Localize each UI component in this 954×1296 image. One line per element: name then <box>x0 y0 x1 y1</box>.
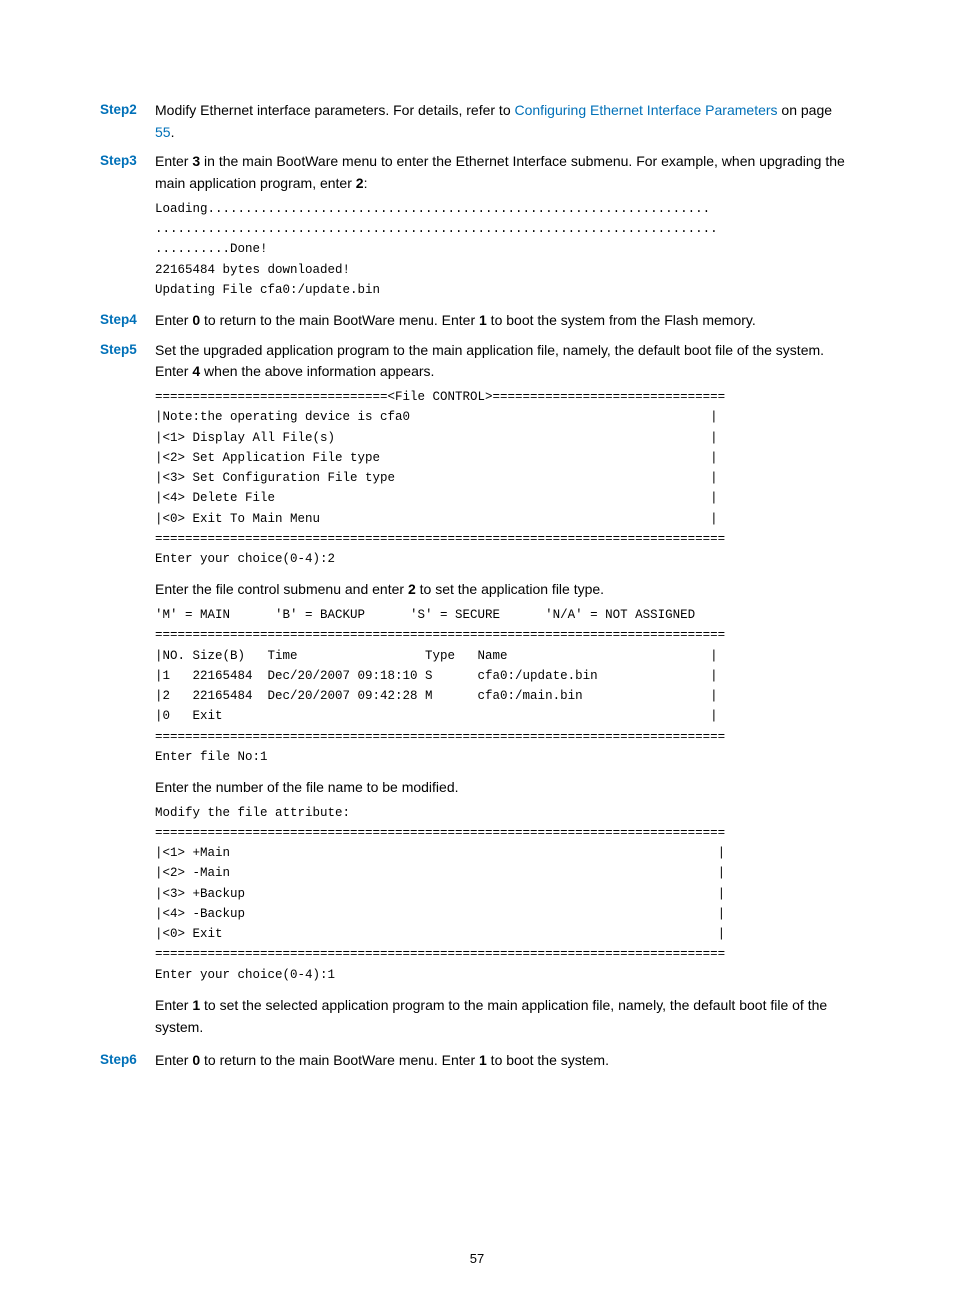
step6-t3: to boot the system. <box>487 1052 609 1068</box>
step4-t3: to boot the system from the Flash memory… <box>487 312 756 328</box>
step5-p2c: to set the application file type. <box>416 581 604 597</box>
step3-terminal: Loading.................................… <box>155 199 854 300</box>
step2-text-pre: Modify Ethernet interface parameters. Fo… <box>155 102 515 118</box>
step5-b1: 4 <box>192 363 200 379</box>
step5-p4: Enter 1 to set the selected application … <box>155 995 854 1038</box>
step2-label: Step2 <box>100 100 155 120</box>
step4-t2: to return to the main BootWare menu. Ent… <box>200 312 479 328</box>
step6-b2: 1 <box>479 1052 487 1068</box>
page: Step2 Modify Ethernet interface paramete… <box>0 0 954 1296</box>
step6-b1: 0 <box>192 1052 200 1068</box>
step4-body: Enter 0 to return to the main BootWare m… <box>155 310 854 332</box>
step5-body: Set the upgraded application program to … <box>155 340 854 383</box>
step3-b1: 3 <box>192 153 200 169</box>
step5-terminal-a: ===============================<File CON… <box>155 387 854 569</box>
step4-b2: 1 <box>479 312 487 328</box>
step6-t2: to return to the main BootWare menu. Ent… <box>200 1052 479 1068</box>
step5-p3: Enter the number of the file name to be … <box>155 777 854 799</box>
step5-p4a: Enter <box>155 997 192 1013</box>
page-number: 57 <box>0 1251 954 1266</box>
step3-b2: 2 <box>356 175 364 191</box>
step5-p4b: 1 <box>192 997 200 1013</box>
step2-text-mid: on page <box>778 102 833 118</box>
step3-t2: in the main BootWare menu to enter the E… <box>155 153 845 191</box>
step3-t1: Enter <box>155 153 192 169</box>
step5-p2b: 2 <box>408 581 416 597</box>
step5-p4c: to set the selected application program … <box>155 997 827 1035</box>
step6-body: Enter 0 to return to the main BootWare m… <box>155 1050 854 1072</box>
step4-t1: Enter <box>155 312 192 328</box>
link-page-55[interactable]: 55 <box>155 124 171 140</box>
step3-label: Step3 <box>100 151 155 171</box>
step3-row: Step3 Enter 3 in the main BootWare menu … <box>100 151 854 194</box>
step5-terminal-b: 'M' = MAIN 'B' = BACKUP 'S' = SECURE 'N/… <box>155 605 854 767</box>
step2-row: Step2 Modify Ethernet interface paramete… <box>100 100 854 143</box>
step6-label: Step6 <box>100 1050 155 1070</box>
step4-label: Step4 <box>100 310 155 330</box>
step6-t1: Enter <box>155 1052 192 1068</box>
step4-row: Step4 Enter 0 to return to the main Boot… <box>100 310 854 332</box>
step5-p2: Enter the file control submenu and enter… <box>155 579 854 601</box>
step2-text-post: . <box>171 124 175 140</box>
link-config-ethernet[interactable]: Configuring Ethernet Interface Parameter… <box>515 102 778 118</box>
step2-body: Modify Ethernet interface parameters. Fo… <box>155 100 854 143</box>
step4-b1: 0 <box>192 312 200 328</box>
step5-terminal-c: Modify the file attribute: =============… <box>155 803 854 985</box>
step6-row: Step6 Enter 0 to return to the main Boot… <box>100 1050 854 1072</box>
step3-t3: : <box>364 175 368 191</box>
step5-row: Step5 Set the upgraded application progr… <box>100 340 854 383</box>
step5-label: Step5 <box>100 340 155 360</box>
step5-t2: when the above information appears. <box>200 363 434 379</box>
step3-body: Enter 3 in the main BootWare menu to ent… <box>155 151 854 194</box>
step5-p2a: Enter the file control submenu and enter <box>155 581 408 597</box>
